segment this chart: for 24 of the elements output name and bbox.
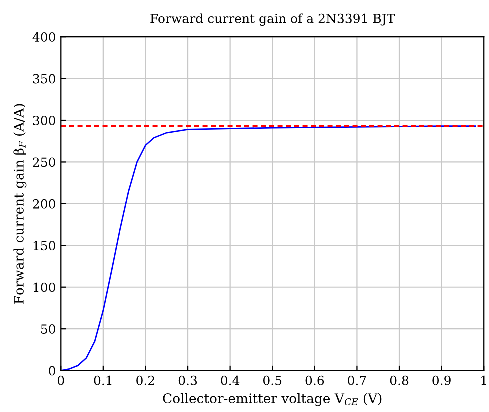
x-axis-title: Collector-emitter voltage V$_{CE}$ (V): [163, 393, 382, 406]
line-series: [61, 126, 476, 371]
x-tick-label: 0.9: [432, 376, 451, 386]
y-tick-label: 50: [41, 324, 56, 334]
y-tick-label: 250: [33, 158, 56, 168]
x-tick-label: 1: [482, 376, 486, 386]
x-tick-label: 0: [58, 376, 64, 386]
y-tick-label: 400: [32, 32, 56, 42]
chart-title: Forward current gain of a 2N3391 BJT: [150, 14, 396, 26]
x-tick-label: 0.1: [94, 376, 112, 386]
y-tick-label: 150: [34, 241, 56, 251]
x-tick-label: 0.2: [136, 376, 154, 386]
y-tick-label: 200: [33, 199, 56, 209]
y-tick-label: 300: [33, 116, 56, 126]
x-tick-label: 0.7: [348, 376, 366, 386]
x-tick-label: 0.3: [178, 376, 198, 386]
x-tick-label: 0.4: [221, 376, 240, 386]
y-axis-title: Forward current gain β$_{F}$ (A/A): [14, 104, 27, 304]
x-tick-label: 0.6: [306, 376, 324, 386]
y-tick-label: 100: [34, 282, 56, 292]
y-tick-label: 350: [33, 74, 56, 84]
x-tick-label: 0.5: [264, 376, 282, 386]
y-tick-label: 0: [49, 366, 56, 376]
x-tick-label: 0.8: [390, 376, 409, 386]
